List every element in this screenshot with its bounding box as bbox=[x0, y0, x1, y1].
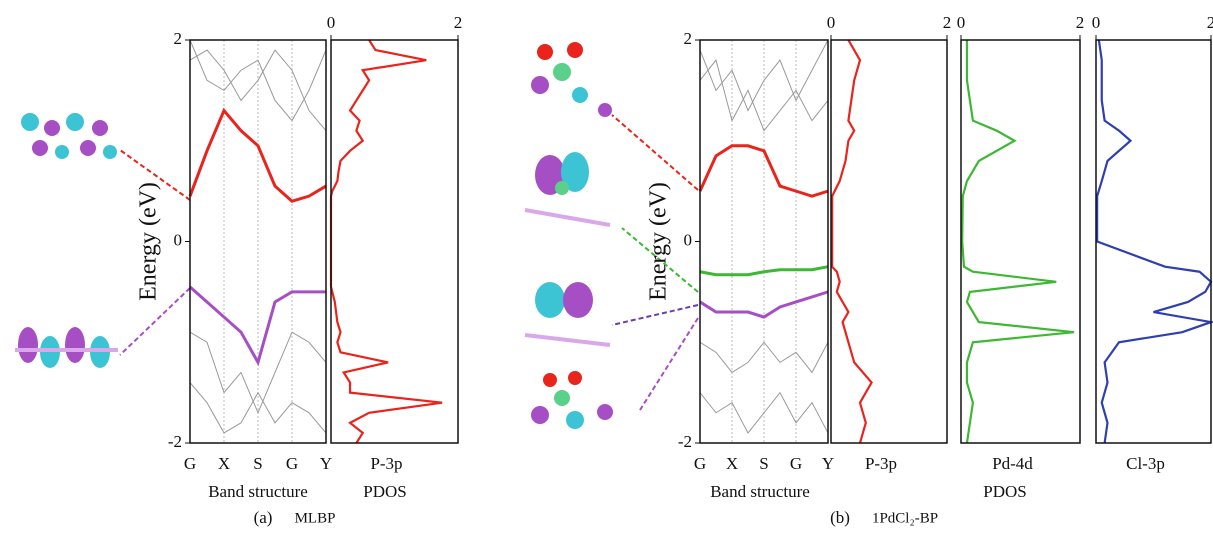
x-tick-label: G bbox=[790, 454, 802, 473]
y-tick-label: 2 bbox=[684, 29, 693, 48]
y-axis-label: Energy (eV) bbox=[646, 182, 672, 301]
band-line bbox=[699, 59, 829, 132]
x-tick-label: G bbox=[694, 454, 706, 473]
panel-label: (b) bbox=[830, 508, 850, 527]
x-tick-label: S bbox=[759, 454, 768, 473]
x-tick-label: S bbox=[253, 454, 262, 473]
panel-name: MLBP bbox=[295, 510, 336, 526]
xlabel: Band structure bbox=[208, 482, 308, 501]
x-tick-label: 0 bbox=[957, 13, 966, 32]
band-line bbox=[699, 265, 829, 277]
molecule-b bbox=[524, 42, 613, 429]
y-tick-label: 0 bbox=[174, 230, 183, 249]
panel-name: 1PdCl₂-BP bbox=[872, 510, 938, 526]
y-tick-label: 2 bbox=[174, 29, 183, 48]
plot-frame bbox=[189, 39, 327, 444]
x-tick-label: 2 bbox=[943, 13, 952, 32]
pdos-name: Cl-3p bbox=[1126, 454, 1165, 473]
band-line bbox=[189, 49, 327, 131]
pdos-name: P-3p bbox=[865, 454, 897, 473]
y-tick-label: 0 bbox=[684, 230, 693, 249]
x-tick-label: 0 bbox=[827, 13, 836, 32]
band-line bbox=[189, 382, 327, 434]
x-tick-label: Y bbox=[822, 454, 834, 473]
molecule-a-cb bbox=[21, 113, 117, 159]
x-tick-label: 2 bbox=[1076, 13, 1085, 32]
plot-frame bbox=[960, 39, 1081, 444]
band-line bbox=[699, 290, 829, 319]
pdos-line bbox=[961, 40, 1075, 444]
x-tick-label: Y bbox=[320, 454, 332, 473]
pdos-name: P-3p bbox=[370, 454, 402, 473]
pdos-label: PDOS bbox=[983, 482, 1026, 501]
band-line bbox=[188, 107, 327, 203]
arrows bbox=[119, 114, 699, 411]
band-line bbox=[699, 391, 829, 434]
pdos-line bbox=[329, 39, 443, 444]
pdos-label: PDOS bbox=[363, 482, 406, 501]
plot-frame bbox=[830, 39, 948, 444]
band-line bbox=[189, 331, 327, 415]
panel-label: (a) bbox=[254, 508, 273, 527]
pdos-name: Pd-4d bbox=[992, 454, 1033, 473]
band-line bbox=[189, 285, 326, 367]
y-tick-label: -2 bbox=[168, 432, 182, 451]
x-tick-label: X bbox=[218, 454, 230, 473]
x-tick-label: 0 bbox=[327, 13, 336, 32]
y-tick-label: -2 bbox=[678, 432, 692, 451]
x-tick-label: G bbox=[286, 454, 298, 473]
y-axis-label: Energy (eV) bbox=[136, 182, 162, 301]
pdos-line bbox=[831, 39, 873, 444]
band-line bbox=[699, 39, 829, 112]
band-line bbox=[698, 144, 829, 198]
pdos-line bbox=[1096, 39, 1213, 444]
plot-frame bbox=[699, 39, 829, 444]
x-tick-label: G bbox=[184, 454, 196, 473]
band-line bbox=[699, 341, 829, 374]
band-line bbox=[189, 39, 327, 122]
molecule-a-vb bbox=[15, 327, 118, 368]
x-tick-label: 0 bbox=[1092, 13, 1101, 32]
x-tick-label: X bbox=[726, 454, 738, 473]
molecule-illustrations bbox=[15, 42, 613, 429]
xlabel: Band structure bbox=[710, 482, 810, 501]
x-tick-label: 2 bbox=[1207, 13, 1213, 32]
plot-frame bbox=[330, 39, 459, 444]
plot-frame bbox=[1095, 39, 1212, 444]
x-tick-label: 2 bbox=[454, 13, 463, 32]
